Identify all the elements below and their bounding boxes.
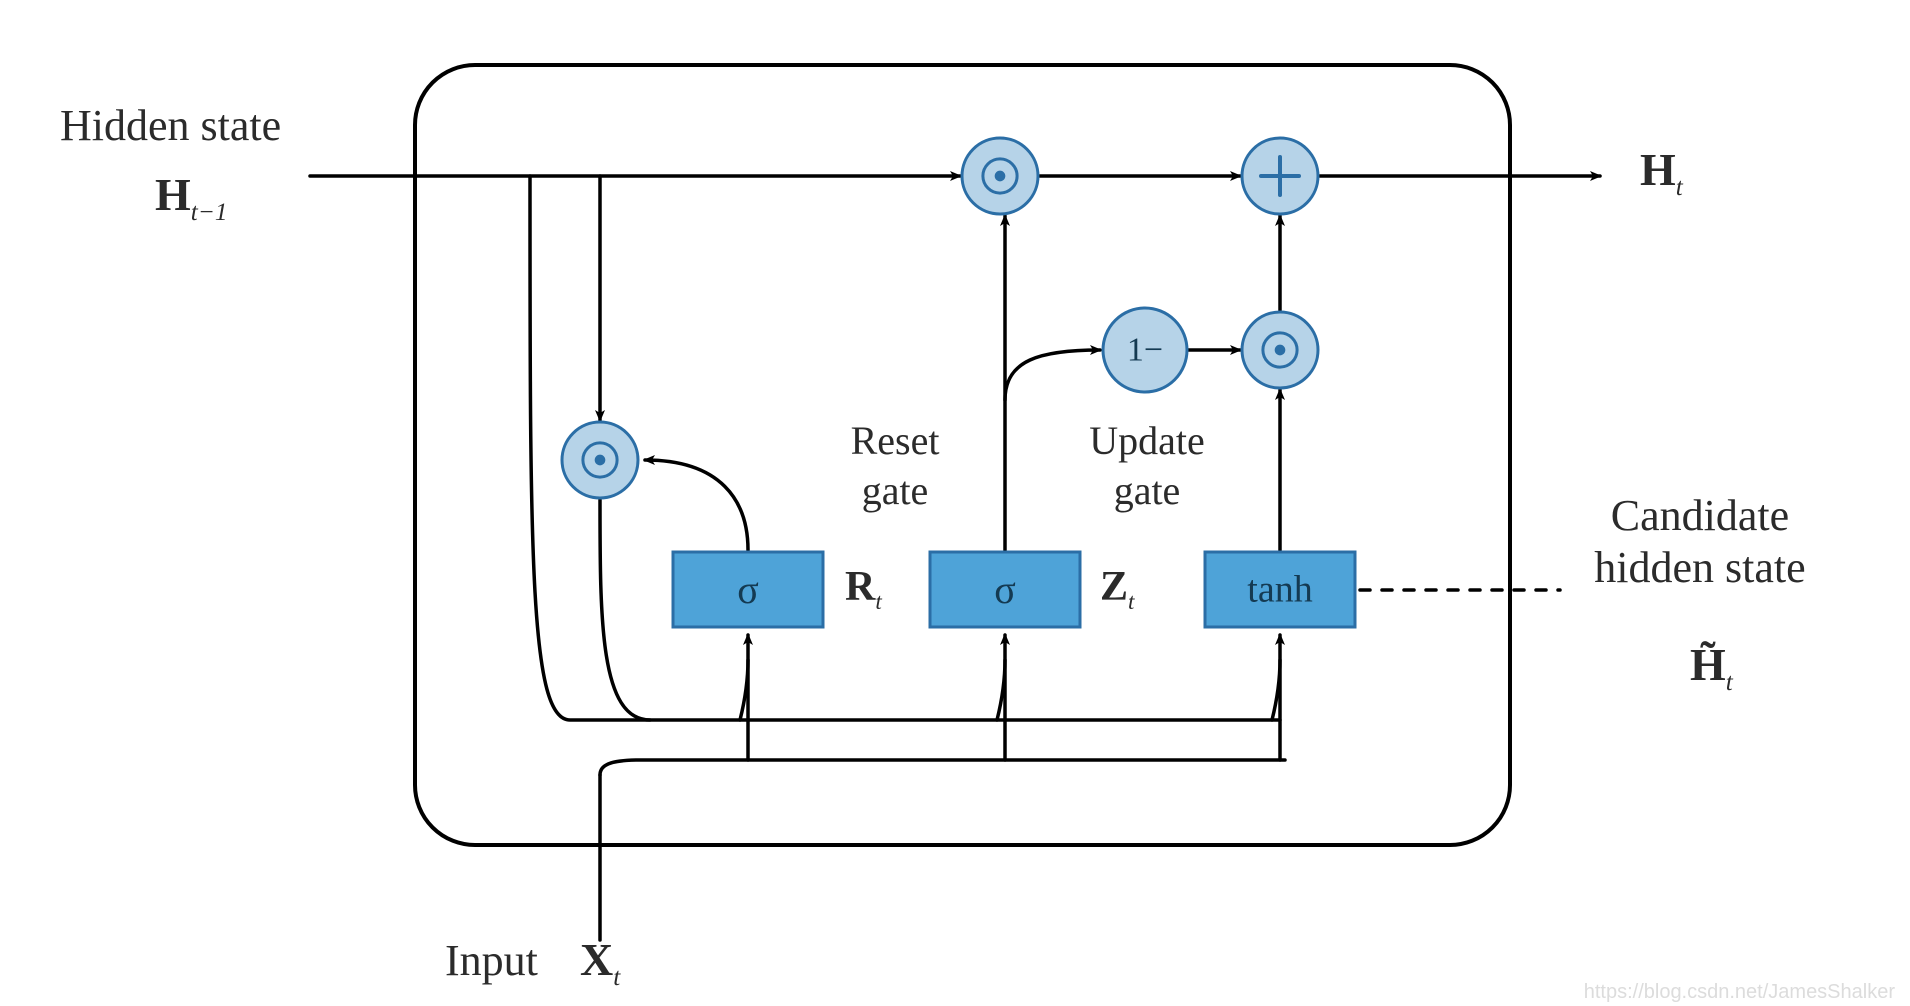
mathlabel-X: Xt [580,934,621,991]
mathlabel-R: Rt [845,564,882,614]
text-labels: Hidden state Reset gate Update gate Candidate… [60,101,1806,985]
label-reset_gate_l1: Reset [851,418,940,463]
label-candidate_l2: hidden state [1594,543,1805,592]
mathlabel-Z: Zt [1100,564,1135,614]
label-reset_gate_l2: gate [862,468,929,513]
edge-sigma-r-to-odotreset [645,460,748,550]
label-hidden_state: Hidden state [60,101,281,150]
gru-diagram: σ σ tanh 1− Hidden state Reset gate Update gat… [0,0,1910,1006]
odot_z-odot-dot [995,171,1006,182]
label-candidate_l1: Candidate [1611,491,1789,540]
edge-odotreset-to-tanh [600,500,650,720]
sigma_z-label: σ [994,567,1016,612]
odot_cand-odot-dot [1275,345,1286,356]
edge-z-to-oneminus [1005,350,1100,400]
odot_reset-odot-dot [595,455,606,466]
sigma_r-label: σ [737,567,759,612]
mathlabel-H_tilde: H̃t [1690,639,1734,696]
label-update_gate_l1: Update [1089,418,1205,463]
edge-x-rail [600,760,1285,775]
label-update_gate_l2: gate [1114,468,1181,513]
label-input: Input [445,936,538,985]
tanh-label: tanh [1247,569,1312,611]
mathlabel-H_prev: Ht−1 [155,169,228,226]
watermark-text: https://blog.csdn.net/JamesShalker [1584,981,1896,1003]
activation-boxes: σ σ tanh [673,552,1355,627]
one_minus-label: 1− [1127,332,1163,369]
mathlabel-H_out: Ht [1640,144,1684,201]
